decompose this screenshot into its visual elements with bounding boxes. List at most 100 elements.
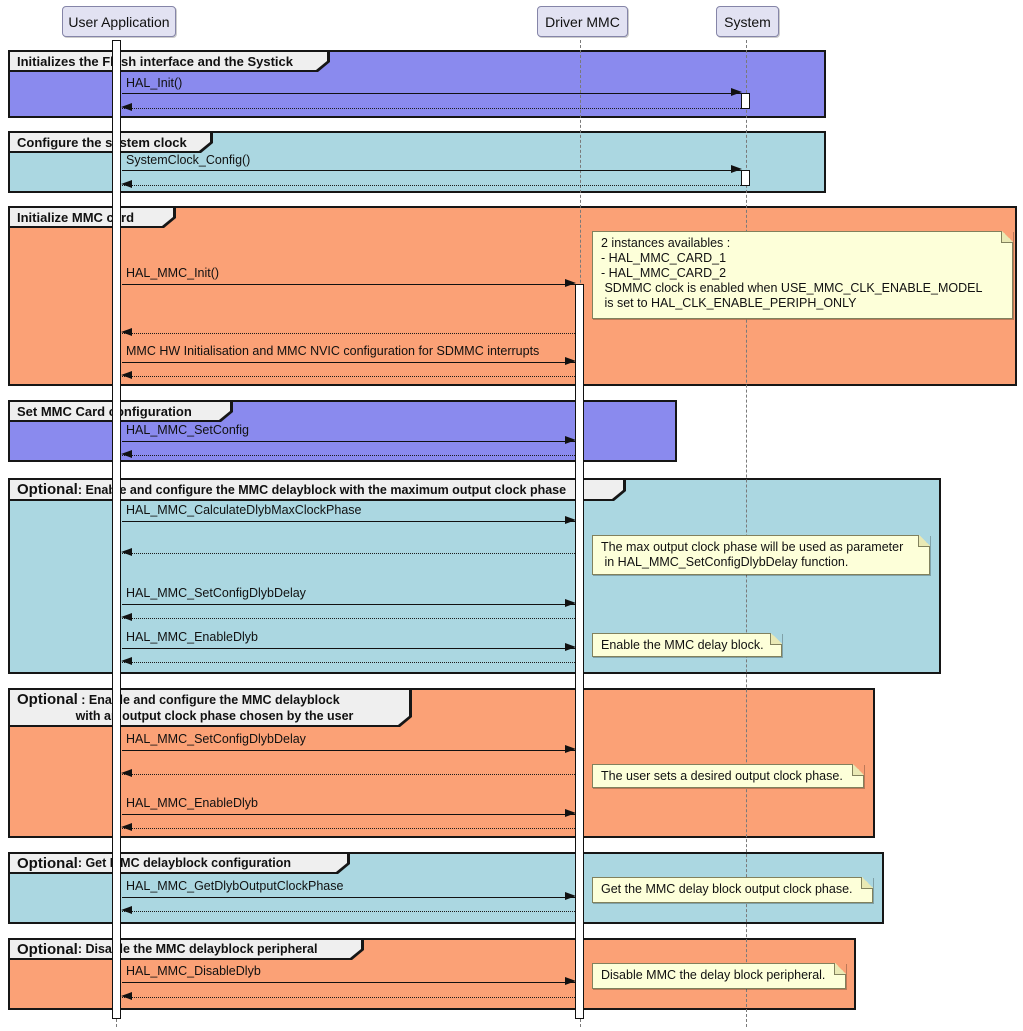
lifeline-system [746,35,747,1027]
frame-title: Optional : Enable and configure the MMC … [8,688,412,727]
message-arrow [122,279,576,288]
note-line: Disable MMC the delay block peripheral. [601,968,826,982]
return-arrow [121,328,575,337]
note-line: The max output clock phase will be used … [601,540,904,554]
note-disable-delay-block: Disable MMC the delay block peripheral. [592,963,846,989]
message-arrow [122,436,576,445]
note-enable-delay-block: Enable the MMC delay block. [592,633,782,657]
frame-title-tab: Optional : Disable the MMC delayblock pe… [8,938,364,960]
frame-title-rest: : Enable and configure the MMC delaybloc… [77,482,567,497]
note-max-clock-phase: The max output clock phase will be used … [592,535,930,575]
return-arrow [121,371,575,380]
return-arrow [121,823,575,832]
frame-title-tab: Optional : Enable and configure the MMC … [8,478,626,501]
frame-title-tab: Configure the system clock [8,131,213,153]
frame-title: Initialize MMC card [17,209,135,225]
message-label: SystemClock_Config() [126,153,251,167]
message-label: HAL_MMC_EnableDlyb [126,796,259,810]
message-label: MMC HW Initialisation and MMC NVIC confi… [126,344,540,358]
frame-title-rest: : Get MMC delayblock configuration [77,856,292,870]
message-label: HAL_MMC_EnableDlyb [126,630,259,644]
frame-title: Set MMC Card configuration [17,403,192,419]
frame-optional-dlyb-user: Optional : Enable and configure the MMC … [8,688,875,838]
note-line: - HAL_MMC_CARD_1 [601,251,727,265]
frame-keyword: Optional [17,690,78,708]
note-mmc-instances: 2 instances availables : - HAL_MMC_CARD_… [592,231,1013,319]
note-line: Enable the MMC delay block. [601,638,764,652]
tab-fill [10,480,623,499]
frame-optional-get-dlyb: Optional : Get MMC delayblock configurat… [8,852,884,924]
tab-fill [10,133,210,151]
frame-title-line1: Optional : Enable and configure the MMC … [17,690,340,708]
frame-optional-dlyb-max: Optional : Enable and configure the MMC … [8,478,941,674]
message-arrow [122,643,576,652]
tab-fill [10,940,361,958]
note-line: - HAL_MMC_CARD_2 [601,266,727,280]
frame-title-rest: : Disable the MMC delayblock peripheral [77,942,318,956]
participant-user-application: User Application [62,6,176,37]
message-label: HAL_MMC_CalculateDlybMaxClockPhase [126,503,362,517]
frame-title: Initializes the Flash interface and the … [17,53,293,69]
note-user-clock-phase: The user sets a desired output clock pha… [592,764,864,788]
return-arrow [121,450,575,459]
activation-driver-mmc [575,284,584,1019]
tab-fill [10,208,173,226]
frame-title: Optional : Get MMC delayblock configurat… [8,852,350,874]
return-arrow [121,613,575,622]
participant-driver-mmc: Driver MMC [537,6,628,37]
tab-fill [10,52,327,70]
activation-system-2 [741,170,750,186]
frame-init-flash-systick: Initializes the Flash interface and the … [8,50,826,118]
message-arrow [122,88,742,97]
return-arrow [121,657,575,666]
activation-user-application [112,40,121,1019]
message-label: HAL_MMC_SetConfigDlybDelay [126,586,306,600]
return-arrow [121,548,575,557]
frame-optional-disable-dlyb: Optional : Disable the MMC delayblock pe… [8,938,856,1010]
note-line: 2 instances availables : [601,236,731,250]
note-line: SDMMC clock is enabled when USE_MMC_CLK_… [601,281,983,295]
message-arrow [122,745,576,754]
activation-system-1 [741,93,750,109]
tab-fill [10,690,409,725]
frame-title-tab: Optional : Enable and configure the MMC … [8,688,412,727]
frame-keyword: Optional [17,854,78,872]
message-arrow [122,599,576,608]
note-line: in HAL_MMC_SetConfigDlybDelay function. [601,555,849,569]
participant-system: System [716,6,779,37]
note-line: The user sets a desired output clock pha… [601,769,843,783]
return-arrow [121,180,741,189]
message-label: HAL_MMC_GetDlybOutputClockPhase [126,879,344,893]
note-get-clock-phase: Get the MMC delay block output clock pha… [592,877,873,903]
return-arrow [121,992,575,1001]
message-arrow [122,516,576,525]
frame-title-tab: Optional : Get MMC delayblock configurat… [8,852,350,874]
return-arrow [121,769,575,778]
message-arrow [122,357,576,366]
message-arrow [122,892,576,901]
note-line: Get the MMC delay block output clock pha… [601,882,853,896]
frame-keyword: Optional [17,481,78,498]
frame-configure-clock: Configure the system clock [8,131,826,193]
note-line: is set to HAL_CLK_ENABLE_PERIPH_ONLY [601,296,857,310]
message-arrow [122,977,576,986]
return-arrow [121,906,575,915]
frame-title: Optional : Disable the MMC delayblock pe… [8,938,364,960]
message-arrow [122,809,576,818]
frame-title-line2: with an output clock phase chosen by the… [75,708,354,723]
message-label: HAL_Init() [126,76,183,90]
message-label: HAL_MMC_SetConfigDlybDelay [126,732,306,746]
message-arrow [122,165,742,174]
message-label: HAL_MMC_Init() [126,266,220,280]
frame-keyword: Optional [17,940,78,958]
frame-title-tab: Initialize MMC card [8,206,176,228]
frame-title-tab: Initializes the Flash interface and the … [8,50,330,72]
tab-fill [10,854,347,872]
frame-title: Optional : Enable and configure the MMC … [8,478,626,501]
frame-title: Configure the system clock [17,134,187,150]
message-label: HAL_MMC_DisableDlyb [126,964,261,978]
message-label: HAL_MMC_SetConfig [126,423,249,437]
frame-title-rest: : Enable and configure the MMC delaybloc… [77,692,340,707]
return-arrow [121,103,741,112]
